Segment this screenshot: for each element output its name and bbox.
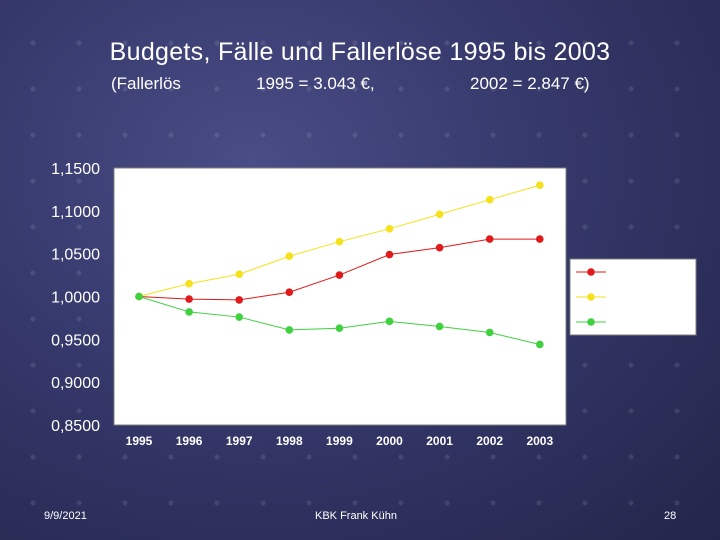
- x-tick-label: 2002: [476, 434, 503, 448]
- footer-center: KBK Frank Kühn: [315, 510, 397, 522]
- data-point: [285, 326, 294, 334]
- data-point: [536, 340, 544, 349]
- y-tick-label: 1,1500: [51, 161, 100, 178]
- data-point: [185, 295, 193, 303]
- data-point: [335, 271, 344, 279]
- x-tick-label: 1997: [226, 434, 253, 448]
- y-tick-label: 0,8500: [51, 418, 100, 435]
- legend-label: Fälle: [608, 290, 643, 307]
- data-point: [485, 328, 494, 337]
- subtitle-part-3: 2002 = 2.847 €): [470, 74, 590, 93]
- footer-date: 9/9/2021: [44, 510, 87, 522]
- data-point: [185, 308, 193, 316]
- data-point: [135, 292, 143, 301]
- data-point: [185, 279, 193, 288]
- x-tick-label: 1996: [176, 434, 203, 448]
- data-point: [536, 181, 544, 189]
- y-tick-label: 1,1000: [51, 204, 100, 221]
- legend-label: Fallerlöse: [608, 315, 677, 332]
- data-point: [335, 324, 344, 332]
- footer-page-number: 28: [664, 510, 677, 522]
- data-point: [485, 235, 494, 243]
- x-tick-label: 1999: [326, 434, 353, 448]
- subtitle-part-2: 1995 = 3.043 €,: [256, 74, 375, 93]
- data-point: [435, 322, 444, 331]
- subtitle-part-1: (Fallerlös: [111, 74, 181, 93]
- plot-area: [113, 167, 567, 426]
- legend-swatch-marker: [587, 293, 595, 301]
- data-point: [335, 237, 344, 246]
- x-tick-label: 2003: [526, 434, 553, 448]
- x-tick-label: 2001: [426, 434, 453, 448]
- x-tick-label: 2000: [376, 434, 403, 448]
- y-tick-label: 1,0000: [51, 290, 100, 307]
- x-tick-label: 1998: [276, 434, 303, 448]
- data-point: [285, 252, 294, 261]
- data-point: [235, 313, 243, 321]
- x-tick-label: 1995: [126, 434, 153, 448]
- data-point: [485, 195, 494, 204]
- data-point: [285, 288, 294, 297]
- data-point: [235, 270, 243, 279]
- data-point: [235, 296, 243, 304]
- y-tick-label: 0,9500: [51, 332, 100, 349]
- y-tick-label: 1,0500: [51, 247, 100, 264]
- data-point: [385, 250, 394, 259]
- legend-swatch-marker: [587, 268, 595, 276]
- data-point: [385, 317, 394, 326]
- data-point: [435, 210, 444, 219]
- data-point: [385, 225, 394, 233]
- legend-swatch-marker: [587, 318, 595, 326]
- slide-title: Budgets, Fälle und Fallerlöse 1995 bis 2…: [109, 38, 611, 66]
- y-tick-label: 0,9000: [51, 375, 100, 392]
- data-point: [536, 235, 544, 243]
- data-point: [435, 243, 444, 252]
- legend-label: Budget: [608, 265, 659, 282]
